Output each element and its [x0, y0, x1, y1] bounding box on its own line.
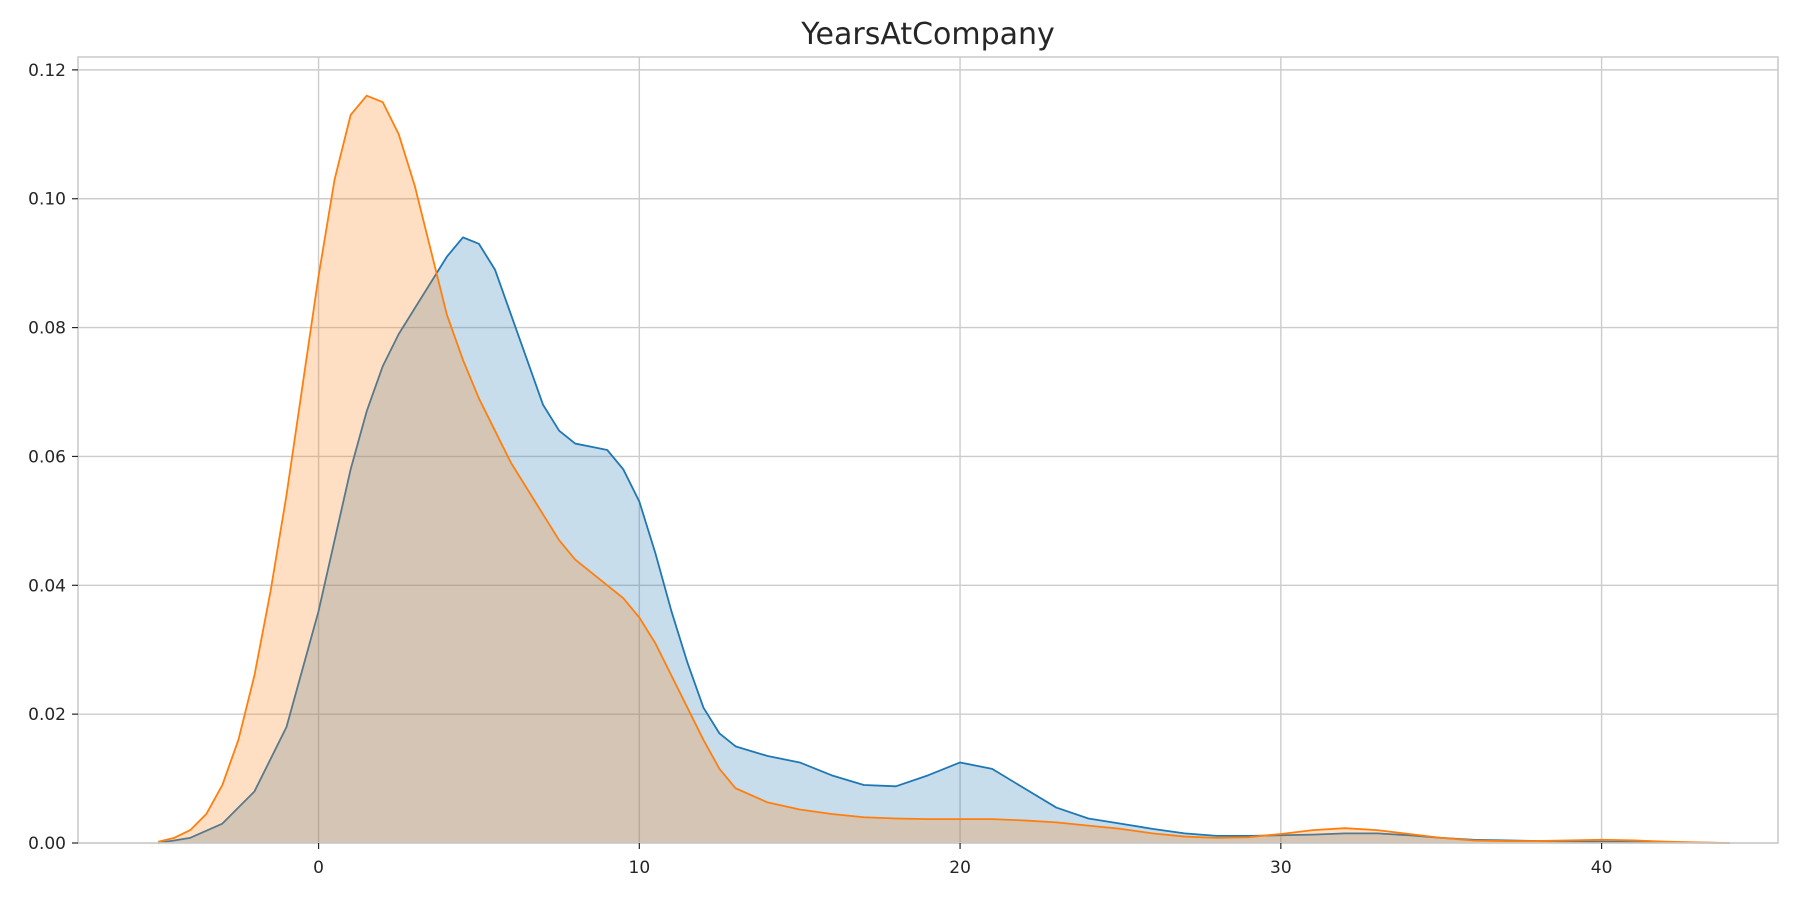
x-tick-label: 30 [1270, 858, 1292, 878]
series-0-line [158, 236, 1730, 844]
y-tick-label: 0.00 [28, 834, 66, 854]
y-tick-label: 0.08 [28, 319, 66, 339]
y-tick-label: 0.10 [28, 190, 66, 210]
y-tick-label: 0.12 [28, 61, 66, 81]
x-tick-label: 40 [1591, 858, 1613, 878]
y-tick-label: 0.02 [28, 705, 66, 725]
series-1-line [157, 94, 1730, 844]
tick-labels: 0 10 20 30 40 0.00 0.02 0.04 0.06 0.08 0.10 0.12 [28, 61, 1612, 878]
x-tick-label: 20 [949, 858, 971, 878]
axes-frame [77, 56, 1779, 844]
x-tick-label: 10 [629, 858, 651, 878]
series-layer [157, 94, 1730, 844]
chart-title: YearsAtCompany [800, 17, 1055, 52]
series-1-area [158, 95, 1730, 843]
x-tick-label: 0 [313, 858, 324, 878]
y-tick-label: 0.06 [28, 447, 66, 467]
y-tick-label: 0.04 [28, 576, 66, 596]
series-0-area [158, 237, 1730, 843]
